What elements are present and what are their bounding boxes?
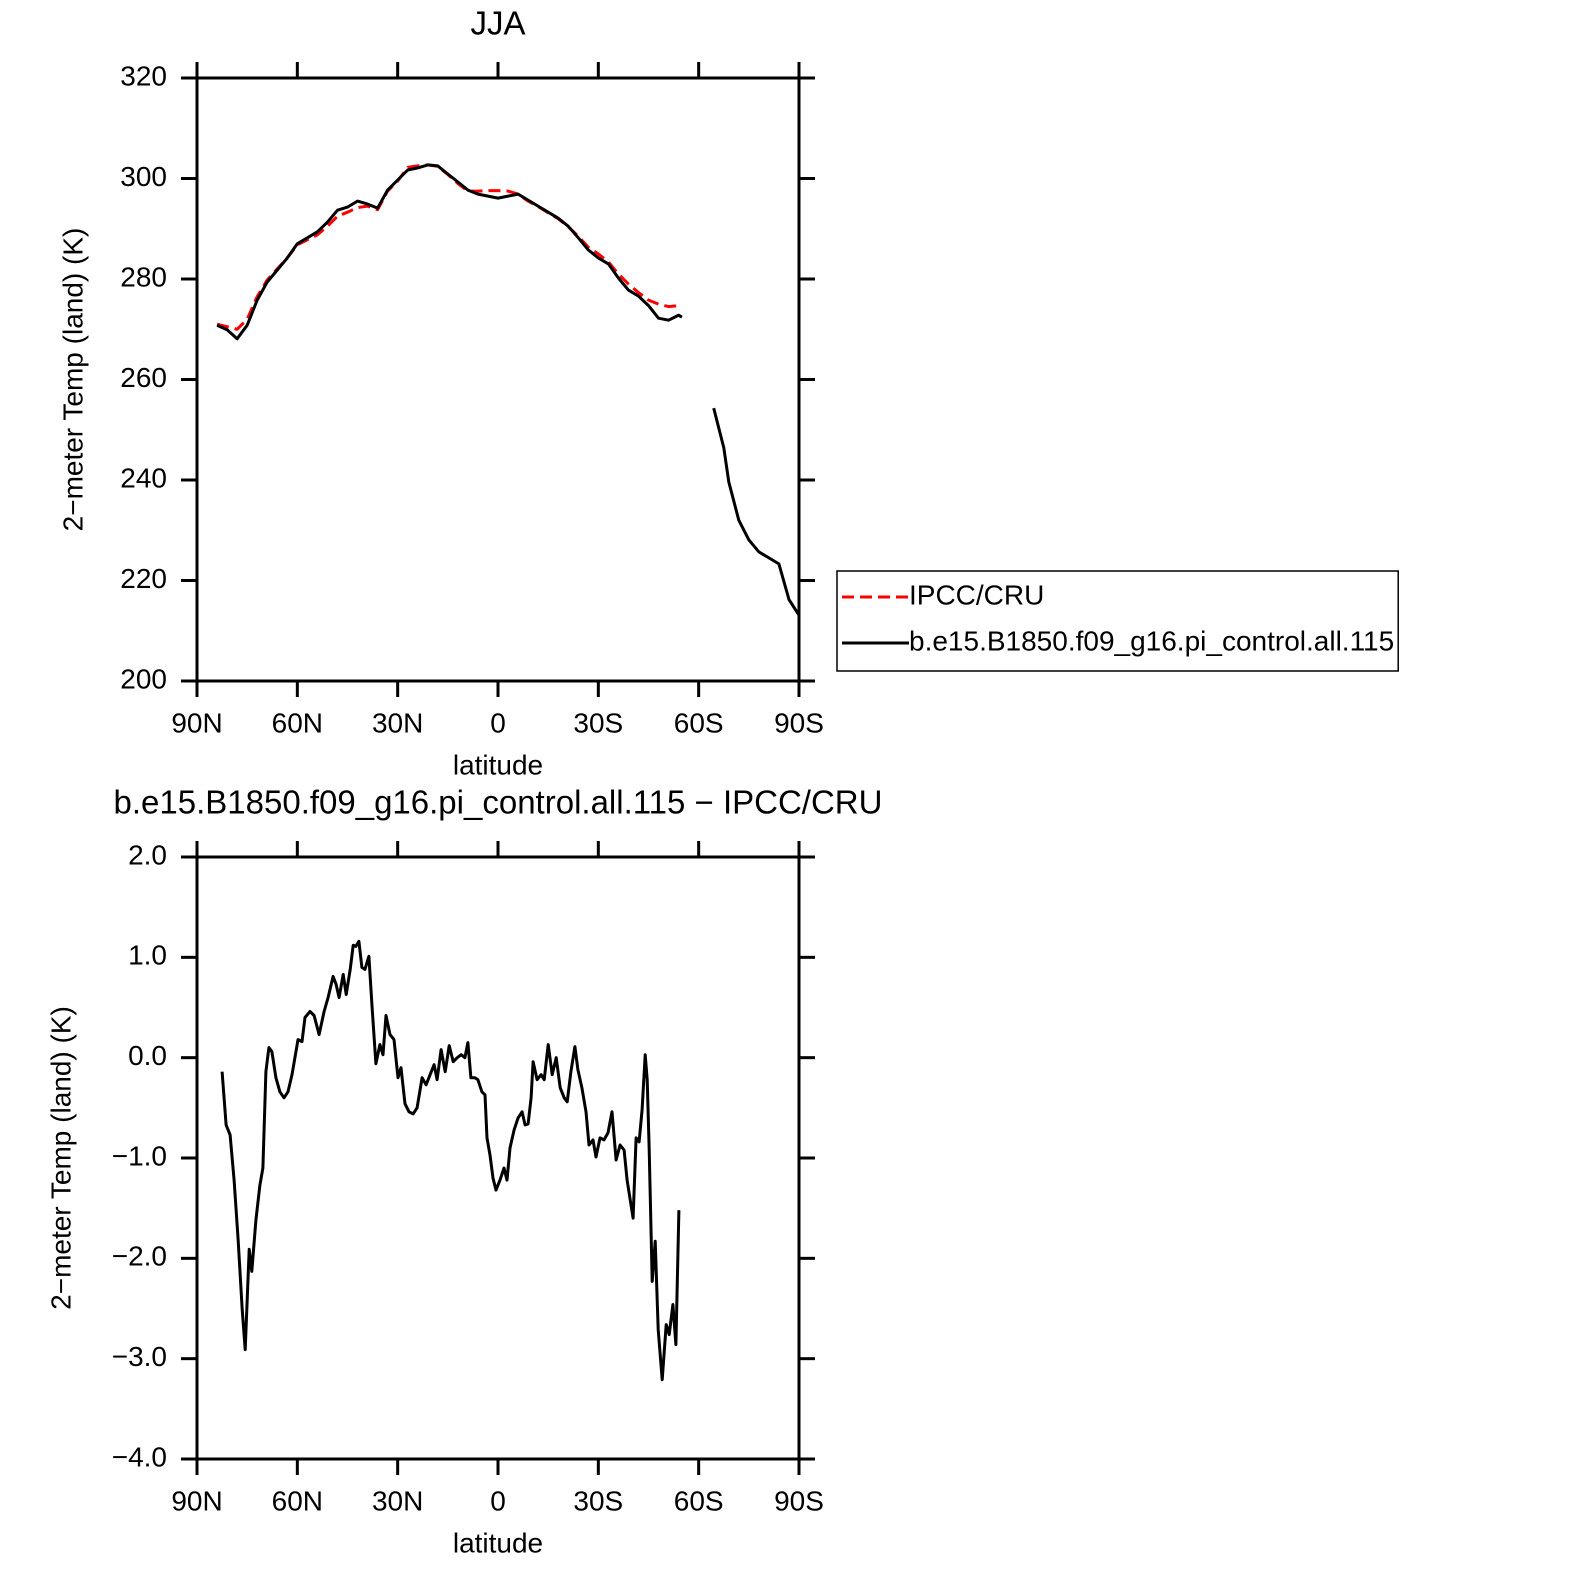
x-tick-label: 90N [171, 707, 222, 738]
y-tick-label: 280 [120, 261, 167, 292]
y-tick-label: 260 [120, 362, 167, 393]
x-tick-label: 30S [573, 1485, 623, 1516]
legend-label: IPCC/CRU [909, 579, 1044, 610]
y-tick-label: 2.0 [128, 839, 167, 870]
y-tick-label: −1.0 [112, 1140, 167, 1171]
y-tick-label: 200 [120, 663, 167, 694]
y-tick-label: 1.0 [128, 940, 167, 971]
y-axis-label: 2−meter Temp (land) (K) [45, 1006, 76, 1310]
y-tick-label: 320 [120, 60, 167, 91]
x-tick-label: 0 [490, 707, 506, 738]
x-tick-label: 30N [372, 707, 423, 738]
chart-title: JJA [470, 5, 525, 42]
chart-title: b.e15.B1850.f09_g16.pi_control.all.115 −… [114, 784, 883, 821]
y-tick-label: 300 [120, 161, 167, 192]
x-tick-label: 90S [774, 1485, 824, 1516]
data-line [220, 939, 681, 1382]
y-tick-label: −3.0 [112, 1341, 167, 1372]
x-axis-label: latitude [453, 749, 543, 780]
legend-label: b.e15.B1850.f09_g16.pi_control.all.115 [909, 625, 1394, 656]
x-tick-label: 90S [774, 707, 824, 738]
plot-frame [195, 76, 801, 683]
legend-box [836, 570, 1399, 672]
x-tick-label: 30S [573, 707, 623, 738]
x-tick-label: 30N [372, 1485, 423, 1516]
x-tick-label: 90N [171, 1485, 222, 1516]
x-tick-label: 0 [490, 1485, 506, 1516]
data-line [216, 163, 683, 331]
y-tick-label: 240 [120, 462, 167, 493]
x-tick-label: 60S [674, 1485, 724, 1516]
x-axis-label: latitude [453, 1527, 543, 1558]
y-tick-label: 220 [120, 563, 167, 594]
data-line [216, 163, 801, 617]
y-tick-label: −2.0 [112, 1241, 167, 1272]
y-tick-label: 0.0 [128, 1040, 167, 1071]
y-tick-label: −4.0 [112, 1441, 167, 1472]
plot-frame [195, 855, 801, 1461]
x-tick-label: 60N [272, 707, 323, 738]
x-tick-label: 60S [674, 707, 724, 738]
y-axis-label: 2−meter Temp (land) (K) [57, 228, 88, 532]
x-tick-label: 60N [272, 1485, 323, 1516]
